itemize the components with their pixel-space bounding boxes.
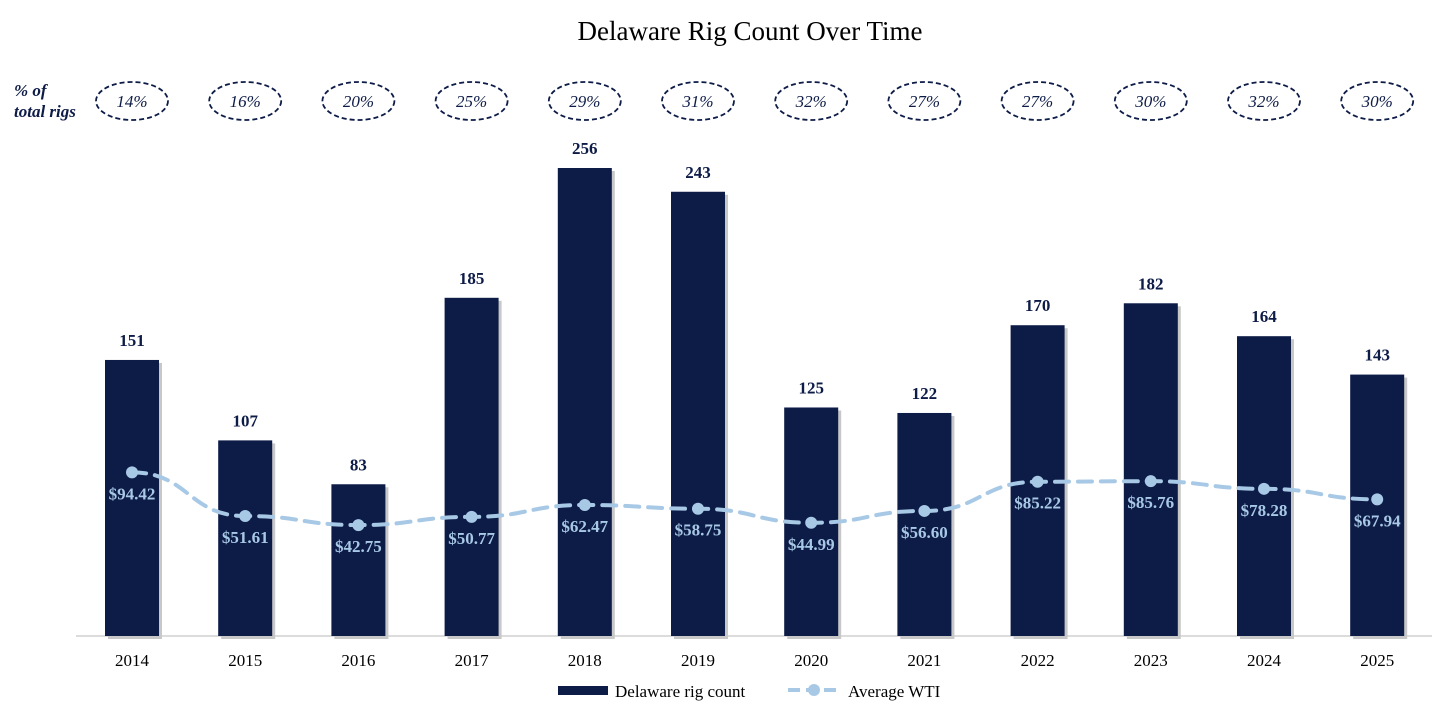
pct-caption-line2: total rigs [14,102,76,121]
bar-value-label: 185 [459,269,485,288]
pct-of-total-caption: % of total rigs [14,80,94,122]
bar-value-label: 182 [1138,274,1164,293]
x-tick-label: 2025 [1360,651,1394,670]
pct-ellipse [1227,81,1301,121]
legend: Delaware rig count Average WTI [558,682,941,701]
wti-marker [1258,482,1270,495]
pct-label: 27% [909,92,940,111]
pct-ellipse [774,81,849,121]
pct-ellipse [321,81,396,121]
pct-label: 14% [116,92,147,111]
pct-ellipse [1000,81,1075,121]
wti-value-label: $62.47 [561,517,608,536]
wti-value-label: $85.76 [1127,493,1174,512]
legend-swatch-rig-count [558,686,608,695]
bar-rig-count [444,297,499,636]
wti-marker [918,504,931,517]
wti-value-label: $50.77 [448,529,495,548]
pct-caption-line1: % of [14,81,47,100]
pct-label: 30% [1361,92,1393,111]
wti-value-label: $56.60 [901,523,948,542]
x-tick-label: 2017 [455,651,490,670]
legend-label-rig-count: Delaware rig count [615,682,746,701]
pct-label: 27% [1022,92,1053,111]
pct-ellipse [208,81,283,121]
wti-marker [1144,475,1157,488]
pct-ellipse [1113,81,1188,121]
pct-label: 29% [569,92,600,111]
wti-value-label: $85.22 [1014,494,1061,513]
bar-value-label: 256 [572,139,598,158]
pct-ellipse-group: 14% 16% 20% 25% 29% 31% 32% 27% 27% 30% 32% 30% [95,81,1415,121]
x-tick-label: 2015 [228,651,262,670]
pct-ellipse [434,81,509,121]
x-tick-label: 2020 [794,651,828,670]
x-tick-label: 2019 [681,651,715,670]
bar-value-label: 243 [685,163,711,182]
bar-value-label: 164 [1251,307,1277,326]
wti-line [130,470,1380,528]
bar-rig-count [105,359,159,636]
x-tick-label: 2016 [341,651,375,670]
wti-line-group: $94.42 $51.61 $42.75 $50.77 $62.47 $58.75 $44.… [109,466,1401,556]
pct-label: 20% [343,92,374,111]
pct-ellipse [661,81,735,121]
wti-marker [692,502,704,515]
bar-rig-count [218,440,273,636]
pct-label: 30% [1134,92,1166,111]
bar-value-label: 151 [119,331,145,350]
bar-value-label: 107 [232,411,258,430]
pct-label: 25% [456,92,487,111]
bar-rig-count [1123,303,1178,636]
pct-ellipse [1340,81,1415,121]
wti-value-label: $51.61 [222,528,269,547]
wti-marker [465,510,478,523]
wti-marker [1371,493,1384,506]
pct-label: 32% [795,92,827,111]
legend-label-wti: Average WTI [848,682,941,701]
bar-value-label: 170 [1025,296,1051,315]
bar-rig-count [557,168,612,636]
legend-marker-wti [808,684,820,696]
bar-value-label: 143 [1364,346,1390,365]
wti-value-label: $58.75 [675,521,722,540]
x-tick-group: 2014 2015 2016 2017 2018 2019 2020 2021 2022 2023… [115,651,1394,670]
pct-ellipse [95,81,169,121]
wti-value-label: $94.42 [109,484,156,503]
x-tick-label: 2022 [1021,651,1055,670]
wti-value-label: $44.99 [788,535,835,554]
pct-label: 32% [1247,92,1279,111]
bar-value-label: 125 [798,378,824,397]
x-tick-label: 2024 [1247,651,1282,670]
pct-ellipse [887,81,962,121]
bar-rig-count [897,412,952,636]
x-tick-label: 2014 [115,651,150,670]
chart-title: Delaware Rig Count Over Time [577,16,923,46]
pct-label: 16% [230,92,261,111]
wti-marker [1031,475,1044,488]
pct-label: 31% [681,92,713,111]
x-tick-label: 2018 [568,651,602,670]
bars-group: 151 107 83 185 256 243 125 122 170 182 164 143 [105,139,1408,639]
wti-marker [239,510,252,523]
bar-rig-count [671,191,725,636]
wti-marker [805,516,818,529]
wti-value-label: $78.28 [1241,501,1288,520]
x-tick-label: 2023 [1134,651,1168,670]
bar-value-label: 122 [912,384,938,403]
bar-value-label: 83 [350,455,367,474]
wti-value-label: $67.94 [1354,511,1401,530]
wti-marker [126,466,138,479]
bar-rig-count [331,484,386,636]
x-tick-label: 2021 [907,651,941,670]
wti-marker [578,498,591,511]
wti-value-label: $42.75 [335,537,382,556]
wti-marker [352,519,365,532]
pct-ellipse [547,81,622,121]
